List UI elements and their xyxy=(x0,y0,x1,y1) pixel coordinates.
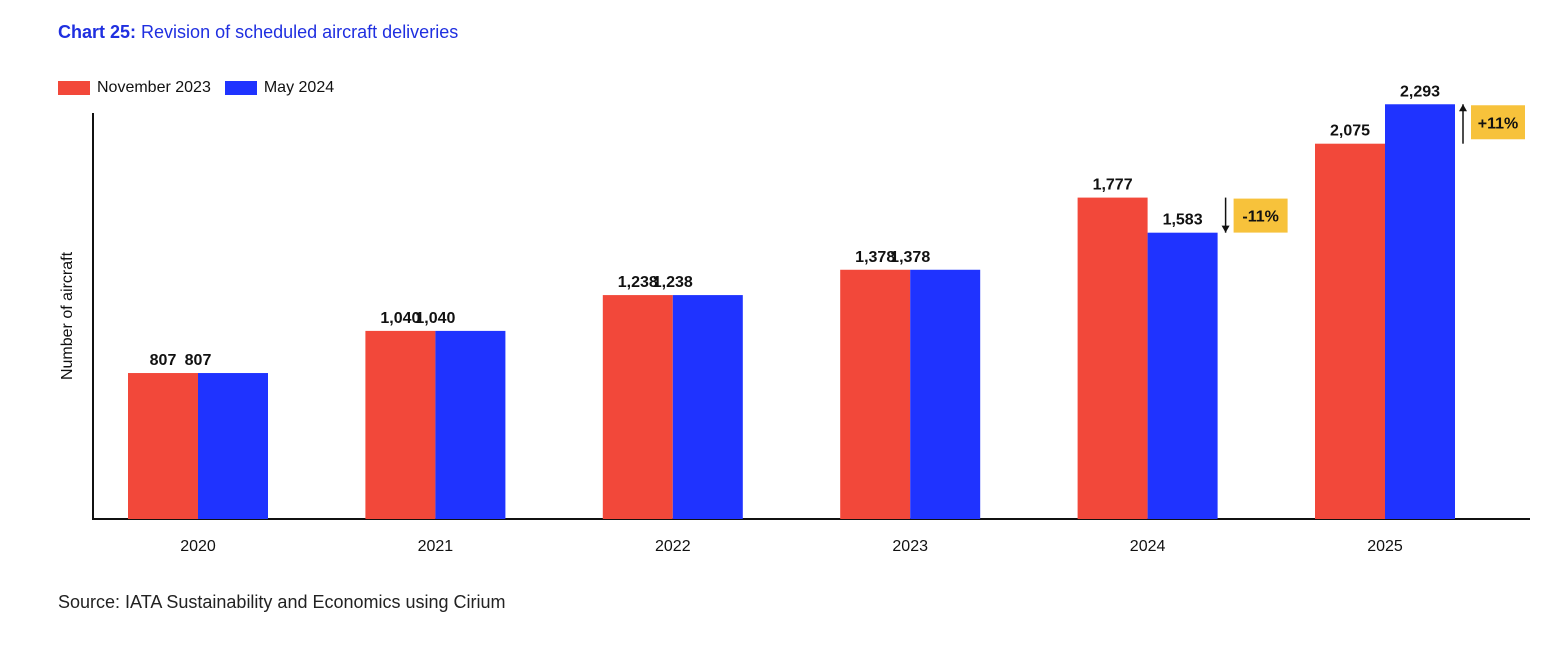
source-note: Source: IATA Sustainability and Economic… xyxy=(58,592,506,612)
legend-label-november-2023: November 2023 xyxy=(97,79,211,96)
x-tick-label-2023: 2023 xyxy=(892,538,928,555)
data-label-november-2023-2024: 1,777 xyxy=(1093,177,1133,194)
chart-title: Chart 25: Revision of scheduled aircraft… xyxy=(58,22,458,43)
bar-november-2023-2021 xyxy=(365,330,436,519)
data-label-november-2023-2023: 1,378 xyxy=(855,249,895,266)
change-arrow-down-icon xyxy=(1221,225,1230,233)
change-badge-label-2025: +11% xyxy=(1478,115,1518,132)
data-label-2023: 1,378 xyxy=(890,249,930,266)
change-badge-label-2024: -11% xyxy=(1242,209,1278,226)
bar-november-2023-2024 xyxy=(1077,197,1148,519)
legend-swatch-may-2024 xyxy=(224,81,257,95)
bar-november-2023-2020 xyxy=(128,373,198,519)
bar-november-2023-2022 xyxy=(602,295,673,519)
data-label-november-2023-2020: 807 xyxy=(150,352,177,369)
legend-item-november-2023: November 2023 xyxy=(58,79,211,97)
change-arrow-up-icon xyxy=(1459,104,1467,112)
data-label-2021: 1,040 xyxy=(415,310,455,327)
bar-may-2024-2022 xyxy=(672,295,743,519)
data-label-may-2024-2024: 1,583 xyxy=(1163,212,1203,229)
data-label-november-2023-2021: 1,040 xyxy=(380,310,420,327)
chart-title-text: Revision of scheduled aircraft deliverie… xyxy=(141,22,459,42)
x-tick-label-2021: 2021 xyxy=(418,538,454,555)
y-axis-label: Number of aircraft xyxy=(59,251,76,380)
legend-label-may-2024: May 2024 xyxy=(263,79,335,96)
x-tick-label-2020: 2020 xyxy=(180,538,216,555)
change-badge-2024 xyxy=(1233,198,1288,233)
bar-may-2024-2020 xyxy=(198,373,268,519)
bar-may-2024-2023 xyxy=(910,269,981,519)
bar-may-2024-2025 xyxy=(1385,104,1455,520)
bar-may-2024-2024 xyxy=(1147,232,1218,519)
data-label-2020: 807 xyxy=(185,352,212,369)
data-label-2022: 1,238 xyxy=(653,274,693,291)
change-badge-2025 xyxy=(1471,105,1525,140)
data-label-november-2023-2025: 2,075 xyxy=(1330,123,1370,140)
x-tick-label-2025: 2025 xyxy=(1367,538,1403,555)
x-tick-label-2024: 2024 xyxy=(1130,538,1166,555)
data-label-may-2024-2025: 2,293 xyxy=(1400,83,1440,100)
bar-november-2023-2023 xyxy=(840,269,911,519)
chart-title-prefix: Chart 25: xyxy=(58,22,137,42)
data-label-november-2023-2022: 1,238 xyxy=(618,274,658,291)
bar-november-2023-2025 xyxy=(1315,143,1385,519)
x-tick-label-2022: 2022 xyxy=(655,538,691,555)
bar-may-2024-2021 xyxy=(435,330,506,519)
legend: November 2023 May 2024 xyxy=(58,79,348,97)
legend-swatch-november-2023 xyxy=(58,81,90,95)
legend-item-may-2024: May 2024 xyxy=(224,79,335,97)
